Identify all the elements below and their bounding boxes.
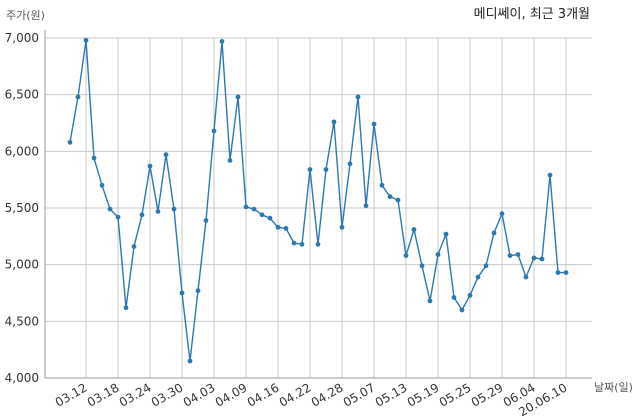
data-point bbox=[131, 244, 137, 249]
data-point bbox=[331, 119, 337, 125]
data-point bbox=[379, 182, 385, 188]
x-tick-label: 04.22 bbox=[277, 380, 314, 409]
data-point bbox=[195, 288, 201, 294]
data-point bbox=[211, 128, 217, 134]
x-tick-label: 04.09 bbox=[213, 380, 250, 409]
x-tick-label: 05.29 bbox=[469, 380, 506, 409]
data-point bbox=[363, 203, 369, 209]
data-point bbox=[395, 197, 401, 203]
y-tick-label: 5,000 bbox=[5, 258, 39, 272]
data-point bbox=[523, 274, 529, 280]
y-tick-label: 5,500 bbox=[5, 201, 39, 215]
data-point bbox=[459, 307, 465, 313]
data-point bbox=[219, 39, 225, 44]
x-tick-label: 04.28 bbox=[309, 380, 346, 409]
data-point bbox=[187, 358, 193, 364]
data-point bbox=[235, 94, 241, 100]
data-point bbox=[387, 194, 393, 200]
data-point bbox=[499, 211, 505, 217]
price-points bbox=[67, 37, 569, 364]
data-point bbox=[355, 94, 361, 100]
x-tick-label: 05.25 bbox=[437, 380, 474, 409]
data-point bbox=[171, 206, 177, 212]
data-point bbox=[515, 252, 521, 257]
data-point bbox=[163, 152, 169, 158]
data-point bbox=[443, 231, 449, 237]
grid-lines bbox=[44, 30, 592, 379]
y-axis-label: 주가(원) bbox=[6, 9, 45, 22]
data-point bbox=[123, 305, 129, 311]
data-point bbox=[483, 263, 489, 269]
data-point bbox=[411, 227, 417, 232]
data-point bbox=[563, 270, 569, 275]
y-tick-label: 6,000 bbox=[5, 144, 39, 158]
x-tick-label: 05.13 bbox=[373, 380, 410, 409]
data-point bbox=[115, 214, 121, 220]
y-tick-label: 4,500 bbox=[5, 314, 39, 328]
x-tick-label: 03.24 bbox=[117, 380, 154, 409]
data-point bbox=[531, 255, 537, 261]
data-point bbox=[283, 226, 289, 231]
x-tick-label: 05.07 bbox=[341, 380, 378, 409]
data-point bbox=[75, 94, 81, 100]
x-tick-label: 05.19 bbox=[405, 380, 442, 409]
data-point bbox=[315, 241, 321, 247]
data-point bbox=[403, 253, 409, 258]
data-point bbox=[507, 253, 513, 258]
data-point bbox=[419, 263, 425, 269]
data-point bbox=[299, 241, 305, 247]
data-point bbox=[251, 206, 257, 212]
x-axis-label: 날짜(일) bbox=[594, 380, 633, 394]
data-point bbox=[243, 204, 249, 210]
data-point bbox=[147, 163, 153, 169]
data-point bbox=[291, 240, 297, 246]
data-point bbox=[467, 292, 473, 298]
data-point bbox=[371, 121, 377, 127]
data-point bbox=[267, 215, 273, 221]
data-point bbox=[99, 182, 105, 188]
data-point bbox=[227, 158, 233, 163]
y-tick-labels: 4,000 4,500 5,000 5,500 6,000 6,500 7,000 bbox=[5, 31, 39, 385]
data-point bbox=[475, 274, 481, 280]
y-tick-label: 4,000 bbox=[5, 371, 39, 385]
data-point bbox=[451, 295, 457, 300]
y-tick-label: 6,500 bbox=[5, 88, 39, 102]
data-point bbox=[67, 139, 73, 145]
x-tick-label: 03.12 bbox=[53, 380, 90, 409]
data-point bbox=[427, 298, 433, 304]
data-point bbox=[539, 256, 545, 262]
data-point bbox=[107, 206, 113, 212]
y-tick-label: 7,000 bbox=[5, 31, 39, 45]
data-point bbox=[179, 290, 185, 296]
chart-title: 메디쎄이, 최근 3개월 bbox=[474, 7, 590, 22]
x-tick-labels: 03.1203.1803.2403.3004.0304.0904.1604.22… bbox=[53, 380, 570, 419]
data-point bbox=[259, 212, 265, 218]
data-point bbox=[83, 37, 89, 43]
x-tick-label: 04.16 bbox=[245, 380, 282, 409]
data-point bbox=[91, 155, 97, 161]
data-point bbox=[275, 224, 281, 230]
data-point bbox=[555, 270, 561, 275]
data-point bbox=[139, 212, 145, 218]
data-point bbox=[491, 230, 497, 236]
data-point bbox=[307, 167, 313, 172]
data-point bbox=[435, 252, 441, 257]
x-tick-label: 03.30 bbox=[149, 380, 186, 409]
data-point bbox=[339, 224, 345, 230]
x-tick-label: 03.18 bbox=[85, 380, 122, 409]
data-point bbox=[323, 167, 329, 172]
data-point bbox=[203, 218, 209, 223]
data-point bbox=[547, 172, 553, 178]
data-point bbox=[155, 209, 161, 214]
price-line bbox=[69, 40, 566, 362]
x-tick-label: 04.03 bbox=[181, 380, 218, 409]
data-point bbox=[347, 161, 353, 167]
